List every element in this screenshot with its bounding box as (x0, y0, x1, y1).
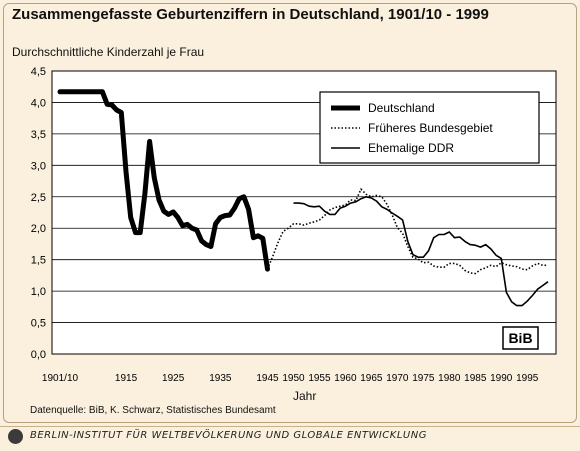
data-source: Datenquelle: BiB, K. Schwarz, Statistisc… (30, 405, 276, 416)
x-tick-label: 1960 (334, 373, 357, 384)
x-tick-label: 1955 (308, 373, 331, 384)
y-tick-label: 0,5 (31, 318, 46, 330)
series-line-deutschland (57, 89, 270, 272)
y-tick-label: 1,0 (31, 286, 46, 298)
y-tick-label: 0,0 (31, 349, 46, 361)
y-tick-label: 2,0 (31, 223, 46, 235)
y-tick-labels: 0,0 0,5 1,0 1,5 2,0 2,5 3,0 3,5 4,0 4,5 (31, 66, 46, 361)
x-axis-label: Jahr (293, 389, 317, 403)
y-tick-label: 3,5 (31, 129, 46, 141)
grid-lines (52, 102, 556, 323)
x-tick-label: 1925 (162, 373, 185, 384)
x-tick-label: 1970 (386, 373, 409, 384)
x-tick-label: 1980 (438, 373, 461, 384)
x-tick-label: 1945 (256, 373, 279, 384)
y-tick-label: 4,5 (31, 66, 46, 78)
chart-title: Zusammengefasste Geburtenziffern in Deut… (12, 6, 489, 23)
series-line-ehemalige-ddr (293, 196, 549, 307)
x-tick-labels: 1901/10 1915 1925 1935 1945 1950 1955 1960 1965 1… (42, 373, 539, 384)
y-tick-label: 3,0 (31, 160, 46, 172)
legend-label-ehemalige-ddr: Ehemalige DDR (368, 141, 454, 155)
x-tick-label: 1985 (464, 373, 487, 384)
institute-logo-icon (8, 429, 23, 444)
bib-badge-text: BiB (508, 330, 532, 346)
chart-border (3, 3, 577, 423)
line-chart: 0,0 0,5 1,0 1,5 2,0 2,5 3,0 3,5 4,0 4,5 1901/10 19… (31, 66, 557, 384)
x-tick-label: 1995 (516, 373, 539, 384)
x-tick-label: 1935 (209, 373, 232, 384)
legend-label-deutschland: Deutschland (368, 101, 435, 115)
x-tick-label: 1990 (490, 373, 513, 384)
legend-label-frueheres-bundesgebiet: Früheres Bundesgebiet (368, 121, 493, 135)
x-tick-label: 1965 (360, 373, 383, 384)
x-tick-label: 1915 (115, 373, 138, 384)
series-lines (57, 89, 549, 307)
x-tick-label: 1901/10 (42, 373, 79, 384)
x-tick-label: 1950 (282, 373, 305, 384)
footer-institute-name: BERLIN-INSTITUT FÜR WELTBEVÖLKERUNG UND … (30, 430, 427, 441)
bib-badge-box (502, 326, 539, 350)
x-tick-label: 1975 (412, 373, 435, 384)
bib-badge: BiB (502, 326, 539, 350)
y-tick-label: 1,5 (31, 255, 46, 267)
footer-bar (0, 426, 580, 451)
y-axis-label: Durchschnittliche Kinderzahl je Frau (12, 45, 205, 59)
y-tick-label: 2,5 (31, 192, 46, 204)
y-tick-label: 4,0 (31, 97, 46, 109)
legend: Deutschland Früheres Bundesgebiet Ehemal… (319, 91, 540, 164)
